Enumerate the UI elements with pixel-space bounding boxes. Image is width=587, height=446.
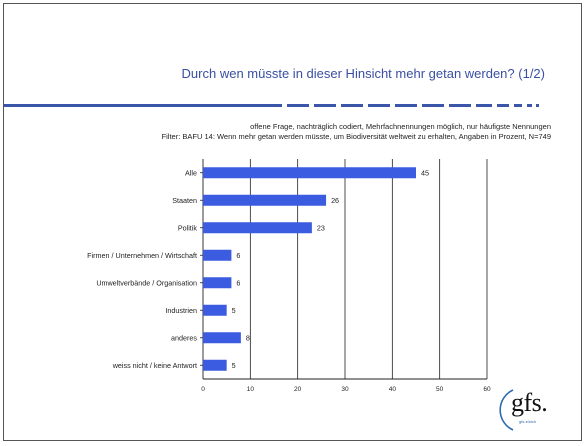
bar-2 [203,222,312,234]
bar-6 [203,332,241,344]
logo-arc-icon [499,389,514,431]
title-divider [4,104,539,107]
bar-7 [203,359,227,371]
value-label-6: 8 [246,333,250,342]
x-tick-label-3: 30 [341,386,349,393]
bar-3 [203,249,232,261]
gfs-logo: gfs. gfs.zürich [499,386,557,434]
bar-chart: 0 10 20 30 40 50 60 Alle 45 Staaten 26 Politik 23 Fir… [87,159,491,393]
category-label-4: Umweltverbände / Organisation [96,278,197,287]
category-label-6: anderes [171,333,197,342]
logo-text: gfs. [511,388,548,417]
bar-4 [203,277,232,289]
category-label-0: Alle [185,168,197,177]
subtitle-line-2: Filter: BAFU 14: Wenn mehr getan werden … [161,132,551,141]
x-tick-label-1: 10 [247,386,255,393]
bar-0 [203,167,416,179]
x-tick-label-6: 60 [483,386,491,393]
x-tick-label-2: 20 [294,386,302,393]
category-label-7: weiss nicht / keine Antwort [112,361,197,370]
logo-subtext: gfs.zürich [519,419,537,424]
slide-title: Durch wen müsste in dieser Hinsicht mehr… [181,66,545,81]
bar-5 [203,304,227,316]
chart-subtitle: offene Frage, nachträglich codiert, Mehr… [162,122,551,142]
category-label-1: Staaten [172,196,197,205]
x-tick-label-5: 50 [436,386,444,393]
subtitle-line-1: offene Frage, nachträglich codiert, Mehr… [250,122,551,131]
category-label-2: Politik [178,223,198,232]
value-label-4: 6 [236,278,240,287]
value-label-2: 23 [317,223,325,232]
slide: Durch wen müsste in dieser Hinsicht mehr… [3,3,582,441]
x-tick-label-0: 0 [201,386,205,393]
value-label-7: 5 [232,361,236,370]
bar-1 [203,194,327,206]
category-label-3: Firmen / Unternehmen / Wirtschaft [87,251,197,260]
x-tick-label-4: 40 [389,386,397,393]
value-label-5: 5 [232,306,236,315]
value-label-1: 26 [331,196,339,205]
value-label-0: 45 [421,168,429,177]
value-label-3: 6 [236,251,240,260]
category-label-5: Industrien [165,306,197,315]
